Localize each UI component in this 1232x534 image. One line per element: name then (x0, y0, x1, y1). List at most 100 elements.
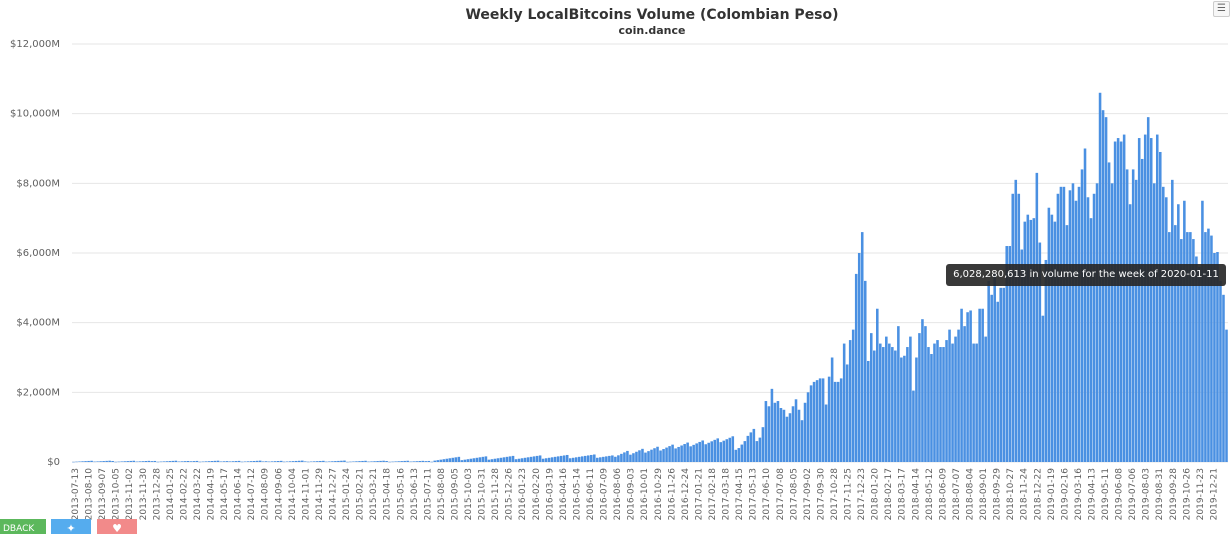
bar[interactable] (812, 381, 816, 462)
bar[interactable] (439, 459, 443, 462)
bar[interactable] (270, 461, 274, 462)
bar[interactable] (147, 460, 151, 462)
bar[interactable] (791, 406, 795, 462)
bar[interactable] (189, 461, 193, 462)
bar[interactable] (195, 460, 199, 462)
bar[interactable] (984, 336, 987, 462)
bar[interactable] (1183, 200, 1186, 462)
bar[interactable] (1195, 256, 1198, 462)
bar[interactable] (313, 461, 316, 462)
bar[interactable] (403, 460, 406, 462)
bar[interactable] (478, 457, 482, 462)
bar[interactable] (472, 458, 476, 462)
bar[interactable] (906, 347, 909, 462)
bar[interactable] (165, 461, 169, 462)
bar[interactable] (671, 444, 674, 462)
bar[interactable] (827, 376, 831, 462)
bar[interactable] (662, 449, 665, 462)
bar[interactable] (599, 457, 602, 462)
bar[interactable] (1056, 193, 1060, 462)
bar[interactable] (367, 461, 370, 463)
bar[interactable] (1119, 141, 1123, 462)
bar[interactable] (186, 460, 190, 462)
bar[interactable] (1180, 239, 1183, 462)
bar[interactable] (806, 392, 810, 462)
bar[interactable] (568, 458, 572, 462)
bar[interactable] (632, 453, 635, 462)
bar[interactable] (481, 456, 485, 462)
bar[interactable] (102, 461, 105, 462)
bar[interactable] (322, 460, 325, 462)
bar[interactable] (701, 440, 704, 462)
bar[interactable] (797, 409, 801, 462)
bar[interactable] (1032, 218, 1036, 462)
bar[interactable] (963, 326, 966, 462)
bar[interactable] (427, 460, 431, 462)
bar[interactable] (87, 460, 90, 462)
bar[interactable] (1059, 186, 1063, 462)
bar[interactable] (349, 461, 352, 463)
bar[interactable] (602, 456, 605, 462)
bar[interactable] (915, 357, 918, 463)
bar[interactable] (301, 460, 304, 462)
bar[interactable] (719, 442, 723, 462)
bar[interactable] (511, 455, 515, 462)
bar[interactable] (171, 460, 175, 462)
bar[interactable] (620, 453, 623, 462)
bar[interactable] (869, 333, 873, 462)
bar[interactable] (285, 461, 289, 462)
bar[interactable] (761, 427, 765, 462)
bar[interactable] (860, 232, 864, 462)
bar[interactable] (379, 460, 382, 462)
bar[interactable] (1165, 197, 1168, 462)
bar[interactable] (415, 461, 418, 462)
bar[interactable] (1110, 183, 1114, 462)
bar[interactable] (123, 461, 126, 462)
bar[interactable] (1047, 207, 1051, 462)
bar[interactable] (927, 347, 930, 462)
bar[interactable] (361, 460, 364, 462)
bar[interactable] (743, 441, 747, 462)
bar[interactable] (237, 460, 241, 462)
bar[interactable] (400, 461, 403, 462)
bar[interactable] (617, 455, 620, 462)
bar[interactable] (987, 280, 990, 462)
bar[interactable] (406, 460, 409, 462)
bar[interactable] (1171, 179, 1174, 462)
bar[interactable] (310, 461, 313, 463)
bar[interactable] (376, 461, 379, 462)
bar[interactable] (1177, 204, 1180, 463)
bar[interactable] (996, 301, 999, 462)
bar[interactable] (421, 460, 424, 462)
bar[interactable] (343, 460, 346, 462)
bar[interactable] (740, 444, 744, 462)
bar[interactable] (842, 343, 846, 462)
bar[interactable] (728, 437, 732, 462)
bar[interactable] (752, 428, 756, 462)
bar[interactable] (1143, 134, 1147, 462)
bar[interactable] (647, 451, 650, 462)
bar[interactable] (957, 329, 960, 462)
bar[interactable] (1210, 235, 1213, 462)
bar[interactable] (614, 456, 617, 462)
bar[interactable] (565, 454, 569, 462)
bar[interactable] (252, 460, 256, 462)
bar[interactable] (96, 461, 99, 462)
bar[interactable] (1095, 183, 1099, 462)
bar[interactable] (93, 461, 96, 463)
bar[interactable] (683, 444, 686, 462)
bar[interactable] (656, 446, 659, 462)
bar[interactable] (1116, 138, 1120, 463)
bar[interactable] (767, 406, 771, 462)
bar[interactable] (773, 402, 777, 462)
bar[interactable] (912, 390, 915, 462)
bar[interactable] (1192, 239, 1195, 462)
bar[interactable] (1026, 214, 1030, 462)
bar[interactable] (180, 461, 184, 462)
bar[interactable] (138, 461, 142, 462)
bar[interactable] (466, 459, 470, 462)
bar[interactable] (863, 280, 867, 462)
bar[interactable] (1083, 148, 1087, 463)
bar[interactable] (1074, 200, 1078, 462)
bar[interactable] (99, 461, 102, 462)
